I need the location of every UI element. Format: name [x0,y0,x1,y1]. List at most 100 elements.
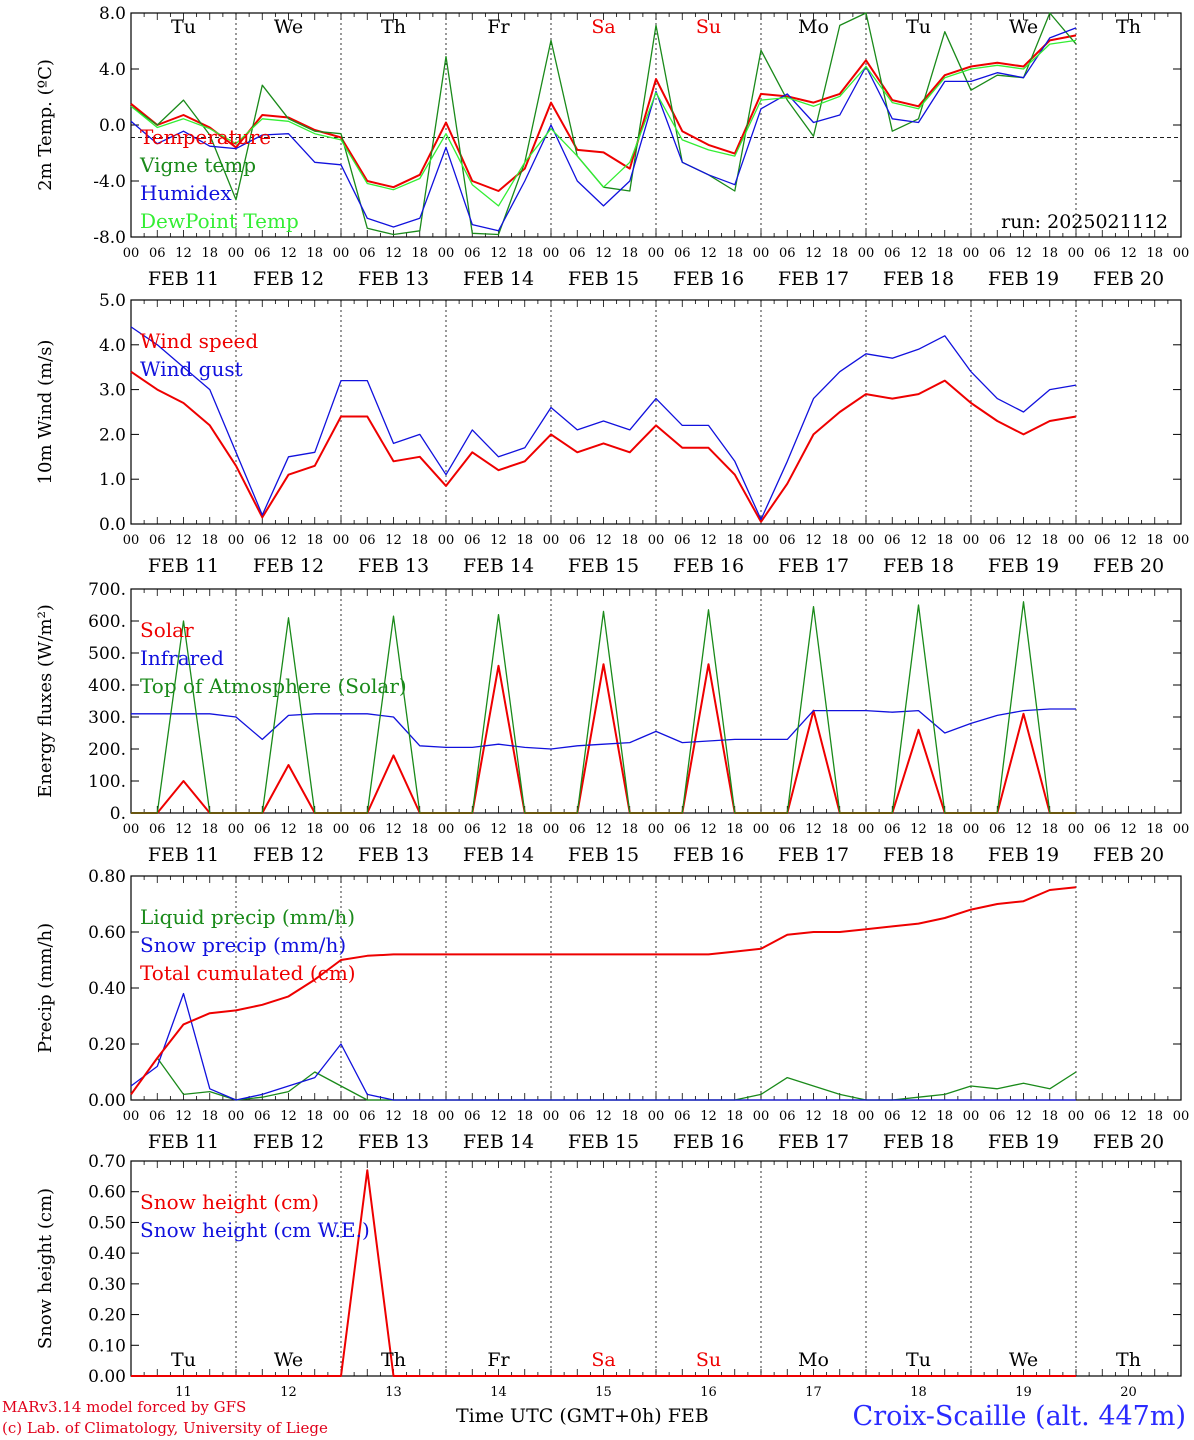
y-axis-label: 2m Temp. (ºC) [35,59,56,191]
day-name-label: Su [696,16,721,38]
y-tick-label: 0.0 [99,116,126,136]
date-label: FEB 13 [358,268,429,290]
hour-tick-label: 00 [333,533,350,548]
hour-tick-label: 12 [700,533,717,548]
date-label: FEB 17 [778,555,849,577]
hour-tick-label: 00 [438,246,455,261]
date-label: FEB 16 [673,1131,744,1153]
hour-tick-label: 06 [359,1109,376,1124]
hour-tick-label: 12 [490,822,507,837]
hour-tick-label: 18 [726,246,743,261]
hour-tick-label: 00 [1173,533,1190,548]
hour-tick-label: 12 [280,246,297,261]
day-name-label: We [274,16,303,38]
lab-credit: (c) Lab. of Climatology, University of L… [2,1419,328,1437]
hour-tick-label: 12 [595,822,612,837]
hour-tick-label: 00 [648,1109,665,1124]
day-name-label: We [1009,1349,1038,1371]
hour-tick-label: 12 [175,246,192,261]
day-number-label: 14 [490,1385,507,1400]
hour-tick-label: 18 [936,533,953,548]
hour-tick-label: 12 [280,822,297,837]
panel-4 [130,1160,1182,1377]
day-name-label: We [274,1349,303,1371]
series-line-wind-speed [130,370,1077,523]
hour-tick-label: 12 [490,1109,507,1124]
hour-tick-label: 00 [858,246,875,261]
y-tick-label: 4.0 [99,60,126,80]
hour-tick-label: 18 [1041,246,1058,261]
day-name-label: Th [1116,16,1141,38]
hour-tick-label: 12 [1015,1109,1032,1124]
y-tick-label: 5.0 [99,291,126,311]
hour-tick-label: 06 [989,246,1006,261]
series-line-solar [131,663,1076,814]
hour-tick-label: 06 [1094,822,1111,837]
date-label: FEB 14 [463,844,534,866]
legend-entry: Infrared [140,646,224,670]
y-tick-label: 0.10 [88,1336,126,1356]
y-tick-label: 100. [88,772,126,792]
hour-tick-label: 18 [1146,822,1163,837]
hour-tick-label: 06 [464,246,481,261]
y-tick-label: 3.0 [99,381,126,401]
day-name-label: Sa [591,16,615,38]
y-tick-label: 0.40 [88,979,126,999]
hour-tick-label: 06 [674,246,691,261]
date-label: FEB 16 [673,844,744,866]
hour-tick-label: 06 [359,822,376,837]
hour-tick-label: 18 [1146,533,1163,548]
hour-tick-label: 00 [123,246,140,261]
hour-tick-label: 06 [884,246,901,261]
y-tick-label: 0.80 [88,867,126,887]
hour-tick-label: 06 [149,533,166,548]
hour-tick-label: 18 [516,1109,533,1124]
hour-tick-label: 18 [1041,533,1058,548]
day-number-label: 13 [385,1385,402,1400]
date-label: FEB 19 [988,268,1059,290]
y-tick-label: 300. [88,708,126,728]
hour-tick-label: 00 [228,533,245,548]
day-name-label: Mo [798,1349,829,1371]
legend-entry: Snow height (cm W.E.) [140,1218,370,1242]
legend-entry: Wind gust [140,357,243,381]
hour-tick-label: 18 [621,822,638,837]
hour-tick-label: 18 [726,822,743,837]
hour-tick-label: 00 [123,822,140,837]
y-tick-label: 0.50 [88,1213,126,1233]
y-tick-label: 8.0 [99,4,126,24]
day-name-label: Tu [171,16,196,38]
run-label: run: 2025021112 [1001,211,1168,233]
date-label: FEB 18 [883,555,954,577]
day-name-label: We [1009,16,1038,38]
hour-tick-label: 18 [306,533,323,548]
hour-tick-label: 00 [543,822,560,837]
hour-tick-label: 18 [621,246,638,261]
hour-tick-label: 00 [858,1109,875,1124]
day-number-label: 19 [1015,1385,1032,1400]
hour-tick-label: 00 [963,1109,980,1124]
date-label: FEB 14 [463,1131,534,1153]
hour-tick-label: 06 [254,533,271,548]
hour-tick-label: 12 [700,246,717,261]
legend-entry: Temperature [140,125,271,149]
hour-tick-label: 06 [779,246,796,261]
y-tick-label: 0.00 [88,1367,126,1387]
hour-tick-label: 18 [1146,246,1163,261]
hour-tick-label: 18 [201,246,218,261]
y-tick-label: 400. [88,676,126,696]
date-label: FEB 12 [253,1131,324,1153]
hour-tick-label: 06 [989,533,1006,548]
legend-entry: Top of Atmosphere (Solar) [140,674,407,698]
hour-tick-label: 18 [201,533,218,548]
hour-tick-label: 18 [726,533,743,548]
hour-tick-label: 12 [595,246,612,261]
hour-tick-label: 06 [359,246,376,261]
y-tick-label: 2.0 [99,425,126,445]
date-label: FEB 15 [568,1131,639,1153]
hour-tick-label: 06 [149,246,166,261]
date-label: FEB 12 [253,844,324,866]
date-label: FEB 17 [778,268,849,290]
hour-tick-label: 00 [228,246,245,261]
hour-tick-label: 06 [674,822,691,837]
